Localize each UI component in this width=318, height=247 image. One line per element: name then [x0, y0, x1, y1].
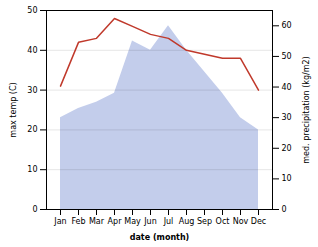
svg-text:Feb: Feb	[71, 217, 85, 226]
svg-text:10: 10	[27, 165, 37, 174]
svg-text:30: 30	[282, 113, 292, 122]
svg-text:Aug: Aug	[179, 217, 195, 226]
svg-text:Oct: Oct	[216, 217, 230, 226]
svg-text:Jan: Jan	[53, 217, 66, 226]
svg-text:Jul: Jul	[163, 217, 174, 226]
svg-text:0: 0	[32, 205, 37, 214]
svg-text:date (month): date (month)	[130, 233, 190, 242]
svg-text:med. precipitation (kg/m2): med. precipitation (kg/m2)	[302, 56, 311, 163]
svg-text:Dec: Dec	[251, 217, 266, 226]
svg-text:10: 10	[282, 174, 292, 183]
svg-text:0: 0	[282, 205, 287, 214]
svg-text:50: 50	[27, 6, 37, 15]
svg-text:20: 20	[282, 144, 292, 153]
svg-text:20: 20	[27, 125, 37, 134]
svg-text:60: 60	[282, 21, 292, 30]
svg-text:50: 50	[282, 52, 292, 61]
svg-text:max temp (C): max temp (C)	[9, 82, 18, 137]
svg-text:40: 40	[282, 83, 292, 92]
svg-text:Apr: Apr	[108, 217, 123, 226]
svg-text:40: 40	[27, 46, 37, 55]
svg-text:Nov: Nov	[233, 217, 249, 226]
svg-text:Mar: Mar	[89, 217, 105, 226]
svg-text:30: 30	[27, 86, 37, 95]
svg-text:Sep: Sep	[197, 217, 212, 226]
svg-text:May: May	[124, 217, 141, 226]
svg-text:Jun: Jun	[143, 217, 157, 226]
